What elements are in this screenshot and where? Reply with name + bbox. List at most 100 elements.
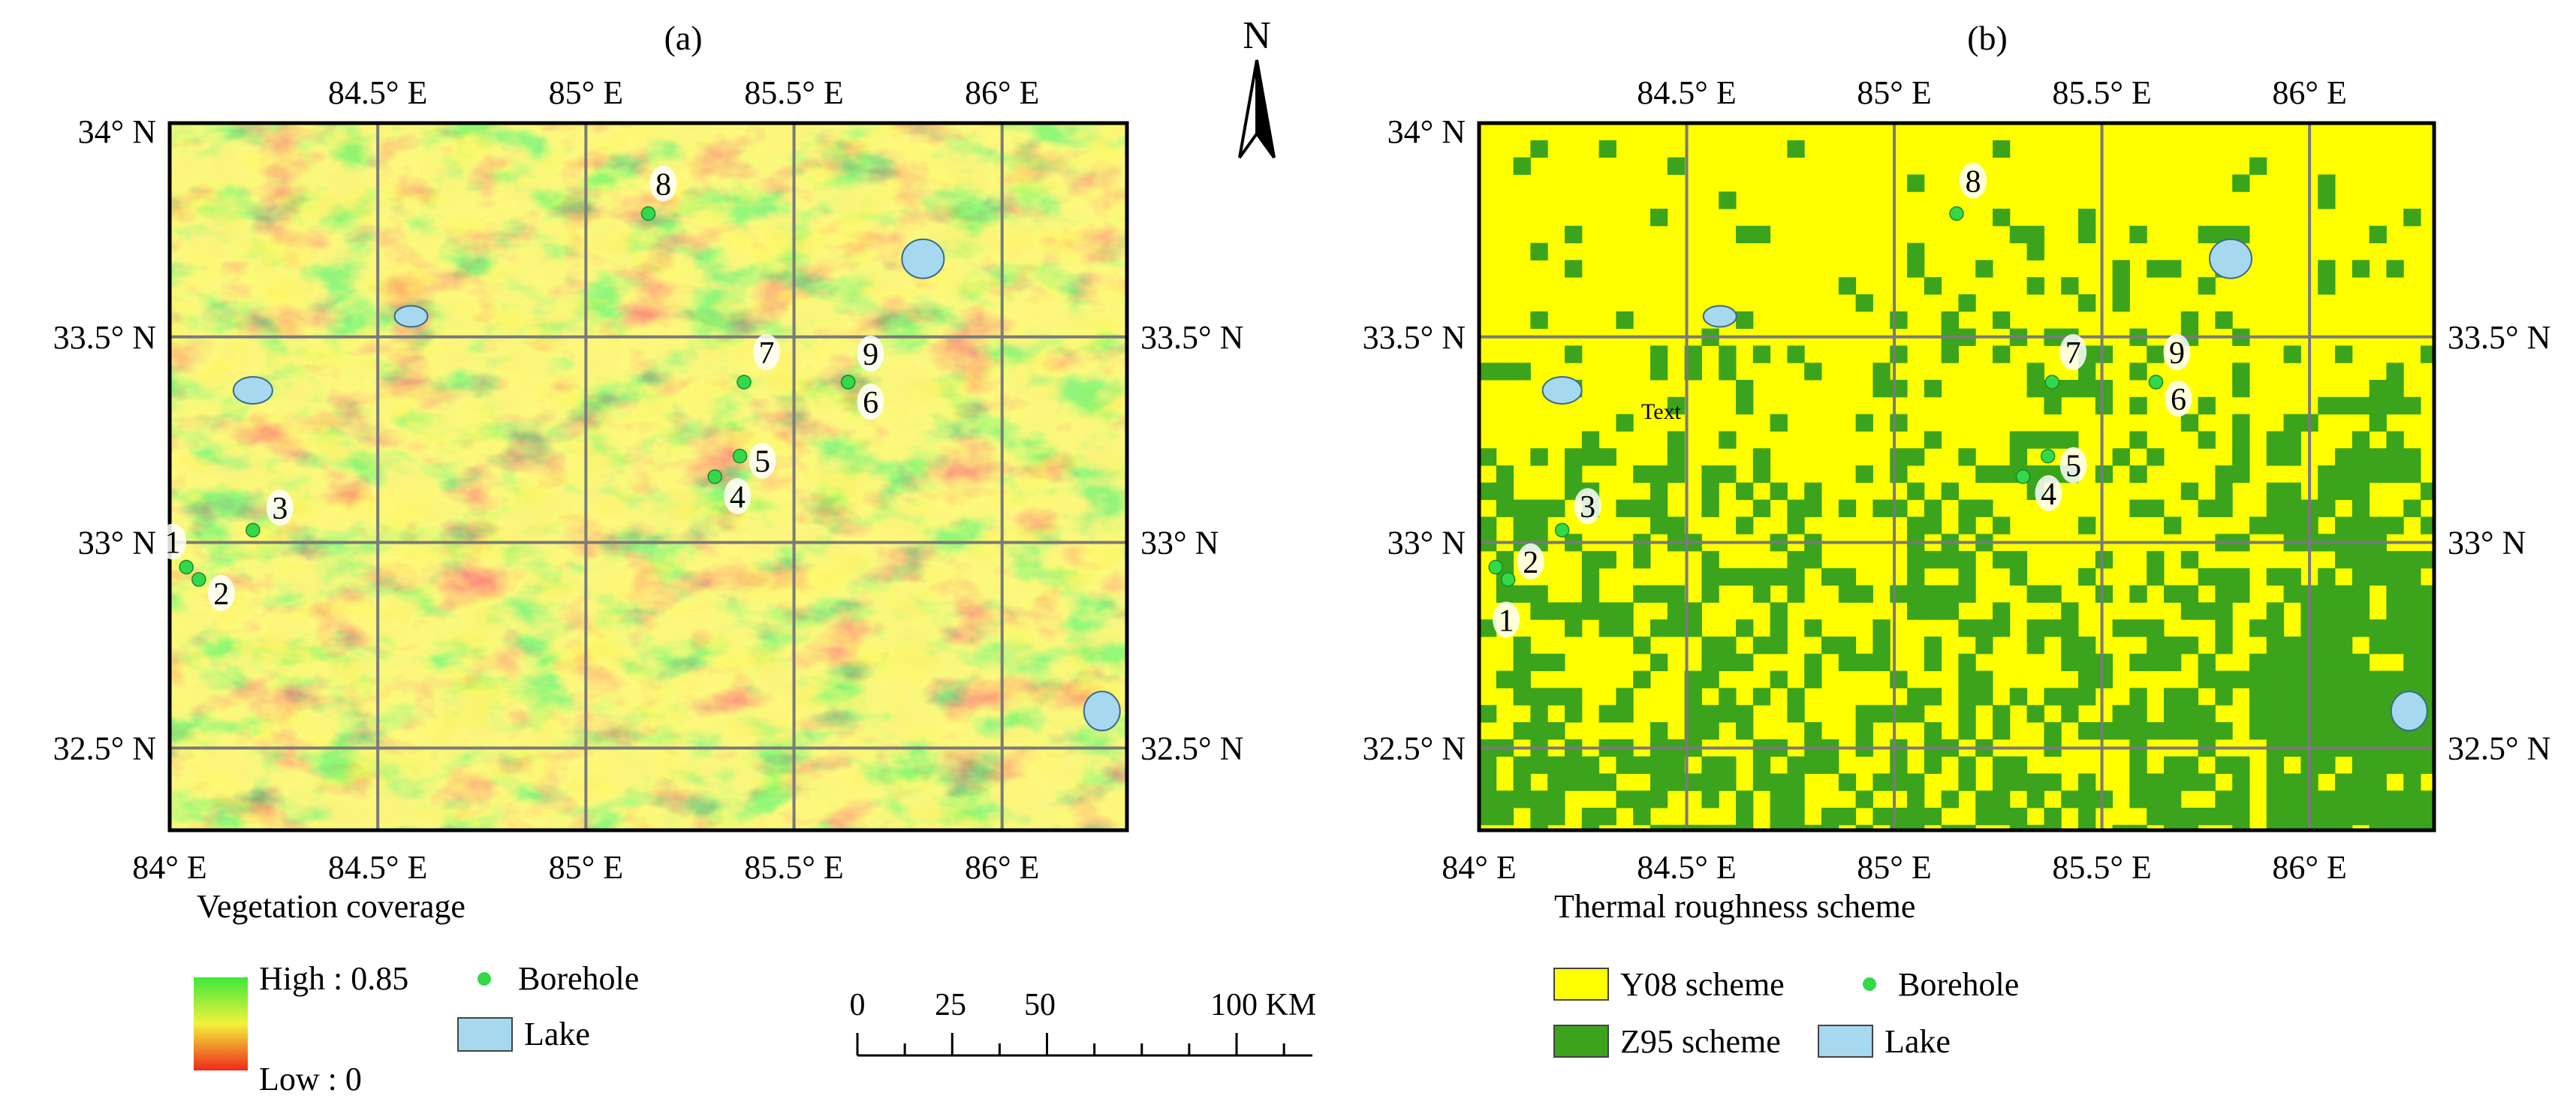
z95-cell [1993, 345, 2011, 363]
z95-cell [1650, 516, 1668, 534]
z95-cell [1890, 465, 1908, 483]
z95-cell [1701, 551, 1719, 569]
z95-cell [2283, 414, 2301, 432]
lat-label-left: 34° N [78, 113, 156, 150]
z95-cell [1907, 602, 1925, 620]
z95-cell [2403, 396, 2421, 415]
lat-label-right: 32.5° N [2448, 730, 2550, 766]
z95-cell [2215, 482, 2233, 501]
z95-cell [1513, 157, 1531, 175]
z95-cell [1650, 499, 1668, 517]
z95-cell [1513, 756, 1531, 774]
z95-cell [2421, 722, 2434, 740]
z95-cell [1736, 790, 1754, 808]
z95-cell [1890, 705, 1908, 723]
z95-cell [2061, 431, 2079, 449]
z95-cell [1770, 808, 1788, 826]
z95-cell [2129, 790, 2147, 808]
borehole-label-halo [857, 336, 884, 372]
z95-cell [2421, 756, 2434, 774]
z95-cell [1719, 637, 1737, 655]
z95-cell [2215, 568, 2233, 586]
z95-cell [1598, 448, 1616, 466]
z95-cell [2044, 585, 2062, 603]
z95-cell [1513, 637, 1531, 655]
z95-cell [1530, 705, 1548, 723]
lat-label-left: 34° N [1387, 113, 1466, 150]
z95-cell [2403, 808, 2421, 826]
z95-cell [2318, 191, 2336, 209]
z95-cell [1598, 551, 1616, 569]
z95-cell [2421, 585, 2434, 603]
z95-cell [1941, 551, 1959, 569]
z95-cell [1872, 380, 1891, 398]
z95-cell [2009, 808, 2028, 826]
z95-cell [2198, 670, 2216, 688]
borehole-label-halo [1960, 162, 1987, 199]
z95-cell [2061, 653, 2079, 672]
z95-cell [2318, 670, 2336, 688]
z95-cell [2061, 619, 2079, 637]
z95-cell [1701, 465, 1719, 483]
z95-cell [2147, 773, 2165, 791]
z95-cell [2249, 516, 2267, 534]
z95-cell [1530, 499, 1548, 517]
z95-cell [2129, 705, 2147, 723]
z95-cell [1513, 516, 1531, 534]
z95-cell [2369, 756, 2387, 774]
lon-label-top: 85° E [1857, 74, 1931, 111]
z95-cell [2335, 722, 2353, 740]
z95-cell [2369, 396, 2387, 415]
z95-cell [2318, 808, 2336, 826]
z95-cell [2249, 670, 2267, 688]
z95-cell [1565, 773, 1583, 791]
z95-cell [1993, 790, 2011, 808]
z95-cell [2180, 551, 2199, 569]
z95-cell [1684, 773, 1702, 791]
z95-cell [1513, 653, 1531, 672]
z95-cell [2147, 790, 2165, 808]
z95-cell [2403, 568, 2421, 586]
z95-cell [2249, 688, 2267, 706]
legend-b-title: Thermal roughness scheme [1554, 888, 1915, 925]
z95-cell [2009, 551, 2028, 569]
borehole-label-halo [1574, 488, 1601, 525]
z95-cell [2318, 277, 2336, 295]
z95-cell [2266, 482, 2285, 501]
z95-cell [2421, 808, 2434, 826]
z95-cell [1650, 653, 1668, 672]
z95-cell [1650, 482, 1668, 501]
borehole-label-halo [2163, 334, 2191, 371]
z95-cell [2283, 568, 2301, 586]
z95-cell [2266, 688, 2285, 706]
z95-cell [1565, 705, 1583, 723]
z95-cell [1650, 585, 1668, 603]
z95-cell [2352, 448, 2370, 466]
z95-cell [2147, 619, 2165, 637]
z95-cell [2215, 808, 2233, 826]
z95-cell [2266, 619, 2285, 637]
z95-cell [2232, 431, 2250, 449]
stray-text-label: Text [1641, 399, 1682, 424]
z95-cell [1975, 499, 1993, 517]
z95-cell [1907, 705, 1925, 723]
z95-cell [1890, 808, 1908, 826]
z95-cell [1993, 722, 2011, 740]
z95-cell [2232, 790, 2250, 808]
z95-cell [1787, 705, 1805, 723]
z95-cell [2215, 637, 2233, 655]
z95-cell [2369, 516, 2387, 534]
z95-cell [1890, 311, 1908, 330]
z95-cell [1770, 670, 1788, 688]
z95-cell [2266, 653, 2285, 672]
z95-cell [2369, 688, 2387, 706]
z95-cell [1907, 242, 1925, 260]
z95-cell [2266, 448, 2285, 466]
lat-label-left: 33° N [78, 525, 156, 562]
z95-cell [2129, 431, 2147, 449]
z95-cell [2232, 448, 2250, 466]
z95-cell [1547, 790, 1565, 808]
z95-cell [1872, 619, 1891, 637]
z95-cell [2198, 602, 2216, 620]
